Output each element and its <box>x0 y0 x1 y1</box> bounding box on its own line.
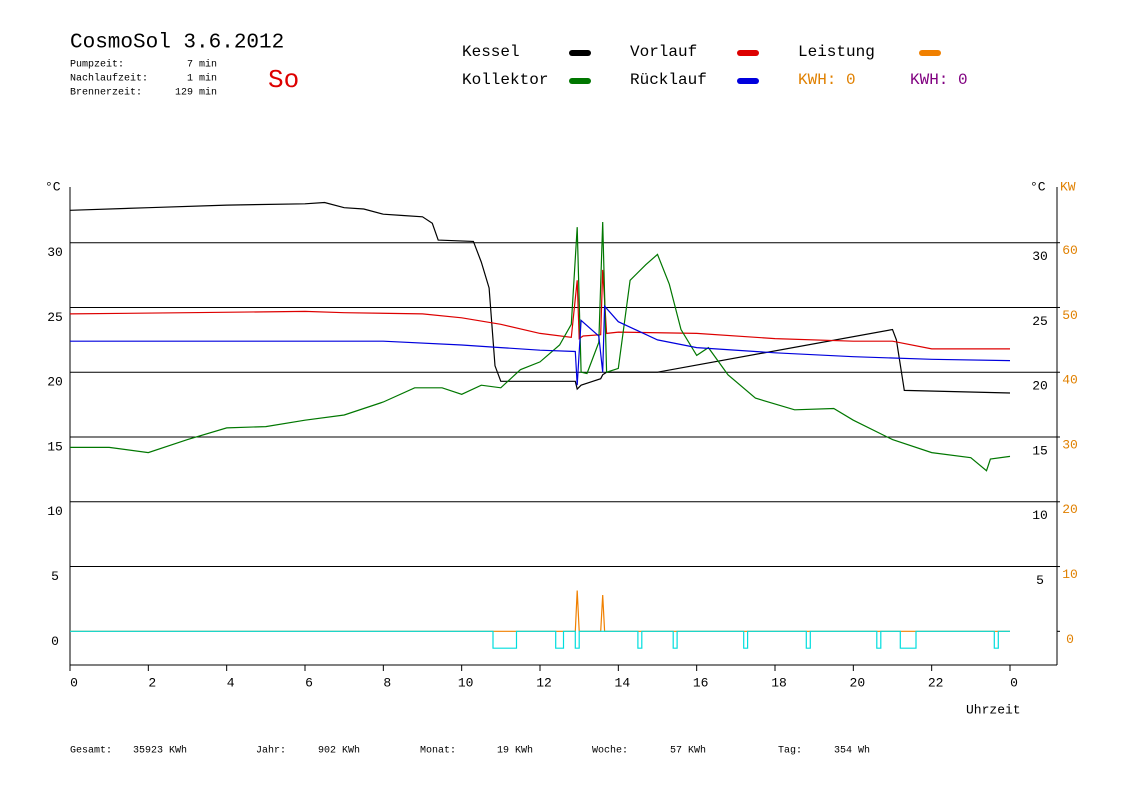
info-value: 7 min <box>187 59 217 71</box>
legend-label: Kollektor <box>462 71 548 89</box>
x-tick-label: 2 <box>148 675 156 690</box>
stat-label: Tag: <box>778 746 802 757</box>
y-tick-label: 25 <box>47 310 63 325</box>
y2-tick-label: 60 <box>1062 243 1078 258</box>
y2-tick-label: 0 <box>1066 632 1074 647</box>
y-tick-label: 30 <box>47 245 63 260</box>
y-tick-label: 5 <box>51 569 59 584</box>
series-line <box>70 304 1011 386</box>
x-tick-label: 14 <box>615 675 631 690</box>
series-line <box>70 590 1010 632</box>
series-line <box>69 201 1011 394</box>
stat-value: 57 KWh <box>670 745 706 757</box>
legend-label: Leistung <box>798 43 875 61</box>
stat-label: Monat: <box>420 746 456 757</box>
y-right-tick-label: 5 <box>1036 573 1044 588</box>
y2-tick-label: 40 <box>1062 373 1078 388</box>
y-right-tick-label: 30 <box>1032 249 1048 264</box>
x-tick-label: 6 <box>305 675 313 690</box>
x-tick-label: 4 <box>227 675 235 690</box>
y-right-tick-label: 15 <box>1032 443 1048 458</box>
series-line <box>69 269 1010 350</box>
stat-value: 354 Wh <box>834 745 870 757</box>
y-axis-label: °C <box>45 179 61 194</box>
x-tick-label: 12 <box>536 675 552 690</box>
stat-value: 19 KWh <box>497 745 533 757</box>
legend-label: Rücklauf <box>630 71 707 89</box>
info-value: 1 min <box>187 73 217 85</box>
kwh-label: KWH: 0 <box>910 71 968 89</box>
y-tick-label: 15 <box>47 439 63 454</box>
kwh-label: KWH: 0 <box>798 71 856 89</box>
x-tick-label: 10 <box>458 675 474 690</box>
y-tick-label: 10 <box>47 504 63 519</box>
info-value: 129 min <box>175 87 217 99</box>
day-label: So <box>268 65 299 95</box>
stat-value: 35923 KWh <box>133 745 187 757</box>
y2-tick-label: 20 <box>1062 502 1078 517</box>
series-line <box>70 630 1010 649</box>
y2-axis-label: °C <box>1030 179 1046 194</box>
y-right-tick-label: 10 <box>1032 508 1048 523</box>
series-line <box>70 221 1011 472</box>
y2-tick-label: 30 <box>1062 437 1078 452</box>
y-right-tick-label: 25 <box>1032 314 1048 329</box>
info-label: Brennerzeit: <box>70 87 142 99</box>
stat-label: Gesamt: <box>70 746 112 757</box>
x-tick-label: 18 <box>771 675 787 690</box>
stat-label: Jahr: <box>256 745 286 757</box>
legend-label: Kessel <box>462 43 520 61</box>
stat-value: 902 KWh <box>318 745 360 757</box>
y-tick-label: 0 <box>51 634 59 649</box>
y-right-tick-label: 20 <box>1032 379 1048 394</box>
y2-tick-label: 10 <box>1062 567 1078 582</box>
y2-unit-label: KW <box>1060 179 1076 194</box>
x-tick-label: 20 <box>850 675 866 690</box>
y2-tick-label: 50 <box>1062 308 1078 323</box>
x-tick-label: 8 <box>383 675 391 690</box>
chart-title: CosmoSol 3.6.2012 <box>70 32 284 55</box>
legend-label: Vorlauf <box>630 43 697 61</box>
x-axis-label: Uhrzeit <box>966 702 1021 717</box>
x-tick-label: 16 <box>693 675 709 690</box>
x-tick-label: 22 <box>928 675 944 690</box>
stat-label: Woche: <box>592 745 628 757</box>
info-label: Nachlaufzeit: <box>70 73 148 85</box>
x-tick-label: 0 <box>70 675 78 690</box>
x-tick-label: 0 <box>1010 675 1018 690</box>
info-label: Pumpzeit: <box>70 59 124 71</box>
y-tick-label: 20 <box>47 375 63 390</box>
